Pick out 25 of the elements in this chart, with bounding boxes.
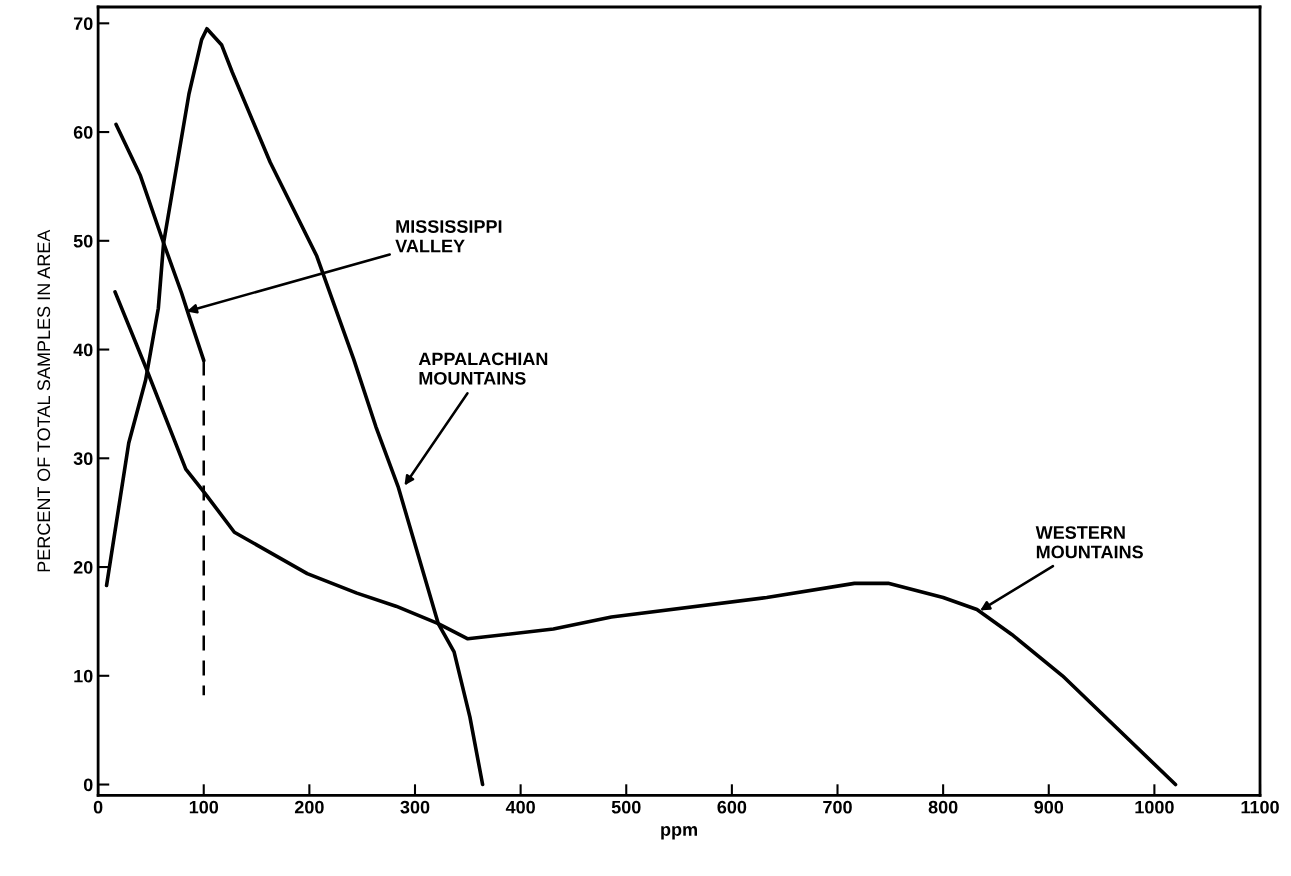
x-tick-label: 300 [400, 800, 430, 814]
x-tick-label: 600 [717, 800, 747, 814]
y-tick-label: 60 [73, 126, 93, 139]
annotation: MISSISSIPPI VALLEY [395, 220, 502, 253]
x-tick-label: 1100 [1241, 800, 1279, 814]
x-tick-label: 900 [1034, 800, 1064, 814]
y-tick-label: 40 [73, 343, 93, 357]
x-tick-label: 200 [294, 800, 324, 814]
annotation: WESTERN MOUNTAINS [1035, 526, 1143, 559]
x-tick-label: 500 [611, 800, 641, 814]
x-axis-title: ppm [661, 826, 697, 840]
x-tick-label: 100 [189, 800, 219, 814]
annotation: APPALACHIAN MOUNTAINS [418, 352, 548, 385]
y-tick-label: 10 [74, 669, 93, 683]
y-tick-label: 50 [73, 234, 93, 248]
y-tick-label: 0 [83, 778, 93, 792]
y-tick-label: 70 [73, 17, 93, 31]
y-tick-label: 30 [73, 452, 93, 466]
x-tick-label: 800 [928, 800, 958, 814]
x-tick-label: 1000 [1135, 800, 1174, 814]
y-axis-title: PERCENT OF TOTAL SAMPLES IN AREA [37, 229, 51, 572]
x-tick-label: 700 [823, 800, 852, 814]
x-tick-label: 400 [505, 800, 535, 814]
x-tick-label: 0 [93, 800, 103, 814]
y-tick-label: 20 [73, 560, 93, 574]
